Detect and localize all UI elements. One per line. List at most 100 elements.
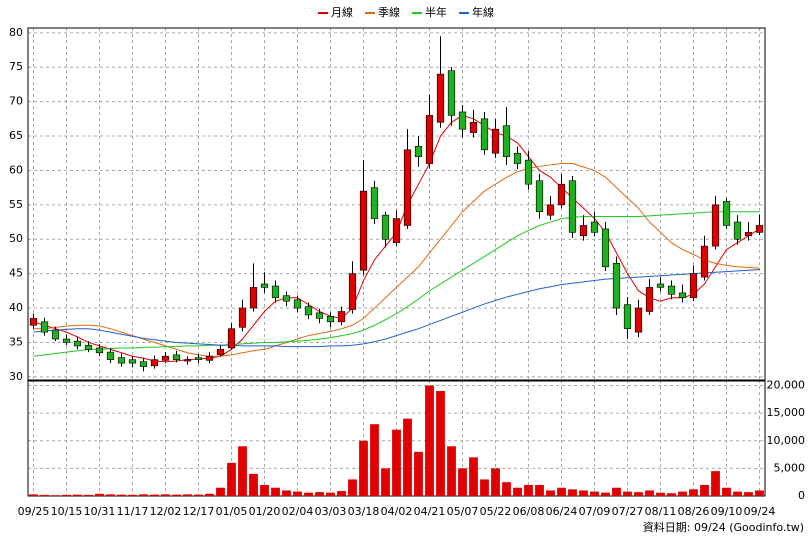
volume-bar [667, 493, 676, 496]
volume-bar [117, 494, 126, 496]
ma-line [33, 163, 760, 357]
volume-bar [755, 490, 764, 496]
volume-bar [84, 494, 93, 496]
volume-bar [150, 494, 159, 496]
volume-bar [260, 484, 269, 496]
x-tick-label: 07/27 [612, 505, 644, 518]
ma-line [33, 211, 760, 357]
volume-bar [700, 484, 709, 496]
candle-body [711, 204, 720, 247]
volume-bar [370, 424, 379, 496]
volume-bar [414, 451, 423, 496]
volume-bar [315, 492, 324, 496]
x-tick-label: 09/25 [18, 505, 50, 518]
candle-body [238, 307, 247, 328]
y-tick-label: 35 [9, 335, 23, 348]
candle-body [425, 115, 434, 164]
volume-bar [392, 429, 401, 496]
volume-bar [40, 494, 49, 496]
candle-body [315, 312, 324, 319]
candle-body [62, 338, 71, 343]
candle-body [403, 149, 412, 226]
volume-bar [722, 487, 731, 496]
volume-bar [249, 473, 258, 496]
volume-bar [557, 487, 566, 496]
candle-body [326, 316, 335, 323]
x-tick-label: 02/04 [282, 505, 314, 518]
candle-body [436, 73, 445, 123]
candle-body [469, 121, 478, 133]
y-tick-label: 80 [9, 26, 23, 39]
volume-bar [689, 489, 698, 496]
candle-body [645, 287, 654, 312]
candle-body [172, 354, 181, 360]
volume-bar [73, 494, 82, 496]
legend: 月線 季線 半年 年線 [318, 5, 494, 19]
y-tick-label: 50 [9, 232, 23, 245]
volume-bar [194, 494, 203, 496]
volume-bar [381, 468, 390, 496]
candle-body [744, 232, 753, 237]
candle-body [150, 359, 159, 367]
volume-bar [348, 479, 357, 496]
volume-bar [469, 457, 478, 496]
x-tick-label: 12/02 [150, 505, 182, 518]
candle-body [139, 361, 148, 367]
candle-body [623, 304, 632, 330]
y-tick-label: 75 [9, 60, 23, 73]
candle-body [161, 355, 170, 361]
candle-body [392, 218, 401, 243]
volume-bar [733, 491, 742, 496]
candle-body [656, 283, 665, 288]
candle-body [128, 359, 137, 364]
volume-bar [304, 492, 313, 496]
volume-bar [513, 487, 522, 496]
candle-body [40, 321, 49, 333]
volume-bar [271, 487, 280, 496]
candle-body [359, 190, 368, 271]
candle-body [249, 287, 258, 309]
candle-body [502, 125, 511, 157]
volume-bar [634, 492, 643, 496]
candle-body [678, 292, 687, 299]
candle-body [95, 347, 104, 354]
footer: 資料日期: 09/24 (Goodinfo.tw) [643, 520, 804, 534]
volume-bar [458, 468, 467, 496]
volume-bar [524, 484, 533, 496]
volume-bar [337, 491, 346, 496]
volume-bar [106, 494, 115, 496]
candle-body [117, 357, 126, 364]
candle-body [535, 180, 544, 213]
volume-bar [359, 440, 368, 496]
volume-bar [744, 492, 753, 496]
candle-body [73, 340, 82, 347]
candle-body [458, 111, 467, 130]
candle-body [733, 221, 742, 240]
candle-body [51, 329, 60, 340]
y-tick-label: 70 [9, 95, 23, 108]
volume-bar [62, 494, 71, 496]
candle-body [590, 221, 599, 233]
y-tick-label: 65 [9, 129, 23, 142]
candle-body [667, 285, 676, 295]
volume-bar [238, 446, 247, 496]
candle-body [293, 299, 302, 309]
candle-body [480, 118, 489, 151]
x-tick-label: 05/07 [447, 505, 479, 518]
candle-body [304, 306, 313, 316]
volume-bar [568, 489, 577, 496]
ma-line [33, 269, 760, 348]
volume-bar [227, 462, 236, 496]
candle-body [491, 128, 500, 154]
volume-bar [436, 391, 445, 496]
x-tick-label: 10/15 [51, 505, 83, 518]
candle-body [29, 318, 38, 326]
candle-body [557, 183, 566, 206]
candle-body [337, 311, 346, 323]
volume-bar [403, 418, 412, 496]
candle-body [755, 225, 764, 233]
y2-tick-label: 5,000 [774, 461, 806, 474]
legend-label: 季線 [378, 5, 400, 19]
candle-body [370, 187, 379, 219]
candle-body [447, 70, 456, 116]
